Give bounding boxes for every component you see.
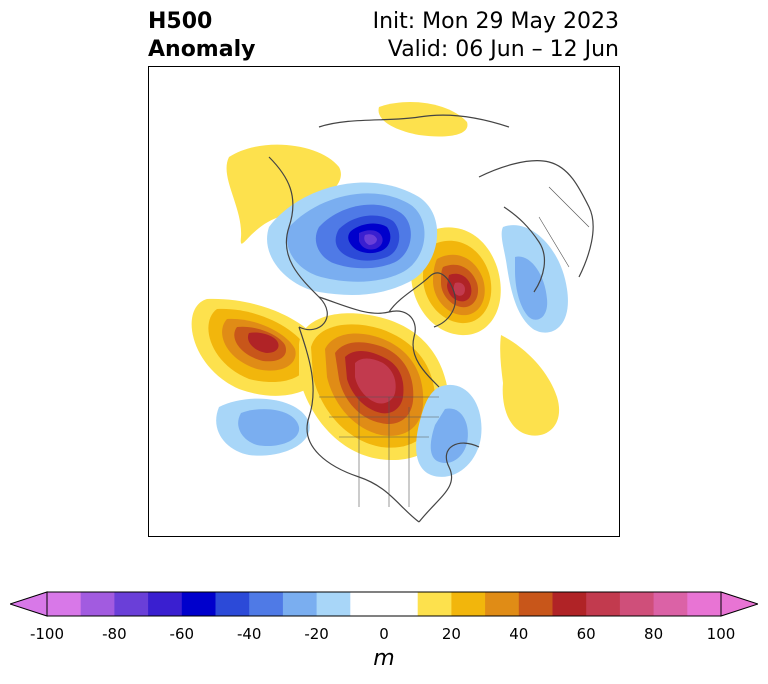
positive-anomaly-north-pacific (191, 298, 328, 396)
title-line-1: H500 (148, 9, 213, 34)
coastlines (268, 114, 594, 523)
colorbar (8, 591, 760, 617)
valid-time-label: Valid: 06 Jun – 12 Jun (387, 37, 619, 62)
map-title: H500 Anomaly (148, 8, 255, 64)
map-canvas (191, 102, 594, 523)
colorbar-bin (148, 592, 183, 616)
positive-anomaly-greenland-sea (411, 227, 501, 336)
positive-anomaly-north-atlantic (500, 335, 560, 436)
negative-anomaly-northeast-pacific (216, 398, 310, 456)
colorbar-tick-label: -20 (304, 625, 329, 643)
colorbar-bin (687, 592, 722, 616)
init-time-label: Init: Mon 29 May 2023 (372, 9, 619, 34)
colorbar-bin (249, 592, 284, 616)
colorbar-bin (653, 592, 688, 616)
colorbar-tick-label: 40 (509, 625, 529, 643)
colorbar-under-arrow (8, 591, 48, 617)
colorbar-bin (451, 592, 486, 616)
negative-anomaly-northwest-atlantic (416, 384, 482, 477)
colorbar-tick-label: -80 (102, 625, 127, 643)
colorbar-tick-label: 60 (576, 625, 596, 643)
colorbar-bin (181, 592, 216, 616)
colorbar-over-arrow (720, 591, 760, 617)
colorbar-bin (384, 592, 419, 616)
negative-anomaly-arctic (267, 182, 438, 295)
colorbar-unit-label: m (373, 646, 395, 671)
colorbar-frame (46, 591, 722, 617)
colorbar-tick-label: 20 (441, 625, 461, 643)
colorbar-tick-label: 100 (706, 625, 736, 643)
colorbar-bin (80, 592, 115, 616)
colorbar-bin (316, 592, 351, 616)
colorbar-tick-label: -60 (169, 625, 195, 643)
colorbar-bin (47, 592, 82, 616)
title-line-2: Anomaly (148, 37, 256, 62)
run-info: Init: Mon 29 May 2023 Valid: 06 Jun – 12… (373, 8, 619, 64)
colorbar-bin (350, 592, 385, 616)
colorbar-bin (417, 592, 452, 616)
political-borders (319, 186, 590, 507)
anomaly-map (148, 66, 620, 537)
colorbar-tick-label: -100 (29, 625, 65, 643)
negative-anomaly-eurasia (501, 225, 568, 333)
colorbar-bin (518, 592, 553, 616)
colorbar-tick-label: 80 (644, 625, 664, 643)
colorbar-tick-label: -40 (236, 625, 262, 643)
positive-anomaly-bering (226, 102, 468, 244)
colorbar-bin (485, 592, 520, 616)
colorbar-bin (282, 592, 318, 616)
colorbar-bin (586, 592, 621, 616)
colorbar-bin (215, 592, 250, 616)
colorbar-tick-label: 0 (379, 625, 389, 643)
colorbar-bin (114, 592, 149, 616)
colorbar-graphic (8, 591, 760, 617)
colorbar-bin (552, 592, 587, 616)
colorbar-bin (619, 592, 655, 616)
